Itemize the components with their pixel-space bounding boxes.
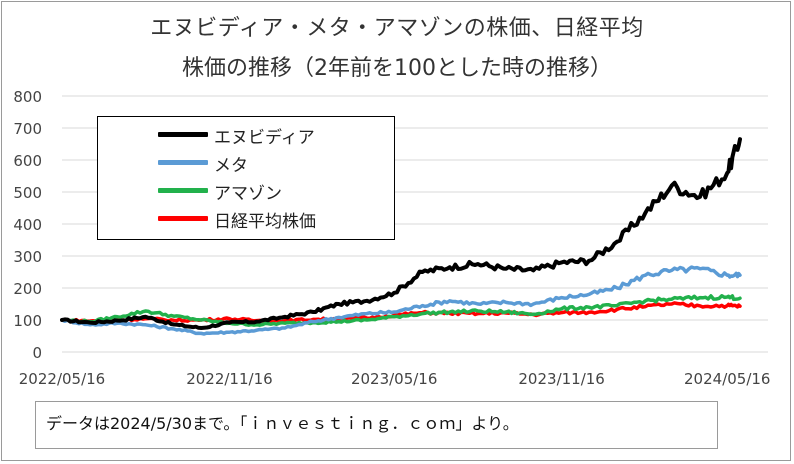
x-tick-label: 2023/05/16	[351, 370, 437, 388]
legend-label-amazon: アマゾン	[214, 184, 282, 204]
legend-label-nvidia: エヌビディア	[214, 128, 315, 148]
x-tick-label: 2022/11/16	[186, 370, 272, 388]
series-line	[60, 294, 742, 327]
legend-label-meta: メタ	[214, 156, 248, 176]
legend-swatch-meta	[158, 160, 208, 165]
y-tick-label: 500	[13, 184, 42, 202]
chart-legend: エヌビディア メタ アマゾン 日経平均株価	[97, 116, 395, 240]
legend-swatch-amazon	[158, 188, 208, 193]
y-tick-label: 200	[13, 280, 42, 298]
y-tick-label: 800	[13, 88, 42, 106]
legend-label-nikkei: 日経平均株価	[214, 212, 316, 232]
chart-title-line2: 株価の推移（2年前を100とした時の推移）	[182, 56, 612, 81]
x-tick-label: 2024/05/16	[684, 370, 770, 388]
y-tick-label: 300	[13, 248, 42, 266]
y-tick-label: 400	[13, 216, 42, 234]
source-note: データは2024/5/30まで。「ｉｎｖｅｓｔｉｎｇ．ｃｏｍ」より。	[35, 401, 718, 449]
series-line	[60, 301, 742, 324]
legend-swatch-nikkei	[158, 216, 208, 221]
y-tick-label: 0	[32, 344, 42, 362]
series-line	[60, 265, 742, 336]
chart-title-line1: エヌビディア・メタ・アマゾンの株価、日経平均	[150, 16, 644, 41]
y-tick-label: 100	[13, 312, 42, 330]
y-tick-label: 600	[13, 152, 42, 170]
y-tick-label: 700	[13, 120, 42, 138]
legend-swatch-nvidia	[158, 132, 208, 137]
x-tick-label: 2022/05/16	[19, 370, 105, 388]
series-line	[60, 137, 742, 330]
x-tick-label: 2023/11/16	[518, 370, 604, 388]
